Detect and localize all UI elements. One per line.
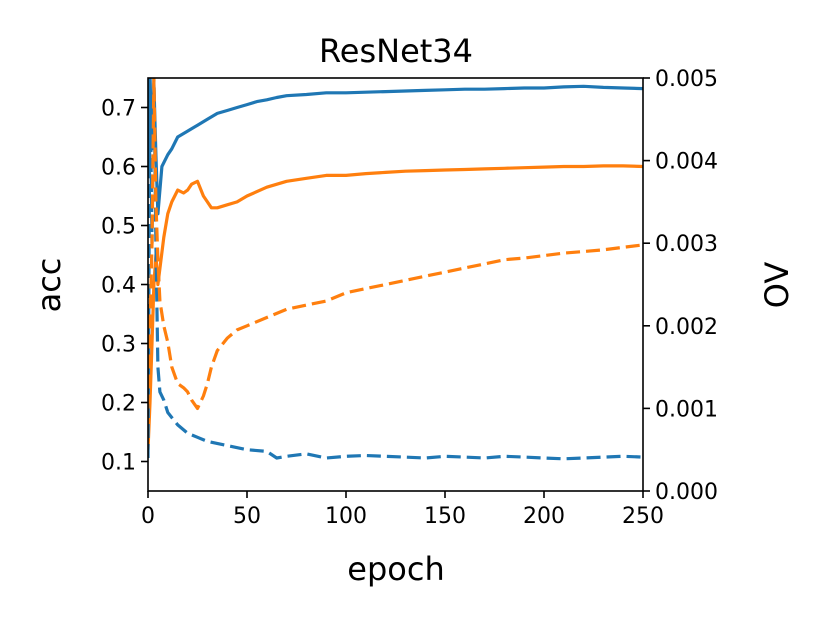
x-axis-label: epoch (347, 550, 444, 588)
series-line-4 (148, 78, 643, 410)
x-tick-label: 100 (325, 504, 367, 529)
series-line-1 (148, 78, 643, 216)
y-left-tick-label: 0.7 (101, 97, 136, 122)
series-layer (148, 78, 643, 461)
y-right-tick-label: 0.003 (655, 232, 718, 257)
y-axis-label-left: acc (30, 258, 68, 313)
y-left-tick-label: 0.4 (101, 274, 136, 299)
y-axis-label-right: OV (758, 262, 796, 309)
y-left-tick-label: 0.5 (101, 215, 136, 240)
y-left-tick-label: 0.3 (101, 333, 136, 358)
y-right-tick-label: 0.005 (655, 67, 718, 92)
y-left-tick-label: 0.6 (101, 156, 136, 181)
plot-frame (147, 77, 644, 492)
series-line-3 (148, 78, 643, 461)
y-ticks-right: 0.000 0.001 0.002 0.003 0.004 0.005 (643, 67, 718, 505)
x-ticks: 0 50 100 150 200 250 (141, 491, 664, 529)
y-right-tick-label: 0.000 (655, 480, 718, 505)
y-right-tick-label: 0.002 (655, 315, 718, 340)
x-tick-label: 0 (141, 504, 155, 529)
x-tick-label: 150 (424, 504, 466, 529)
x-tick-label: 200 (523, 504, 565, 529)
y-right-tick-label: 0.001 (655, 397, 718, 422)
chart-title: ResNet34 (319, 32, 473, 70)
y-right-tick-label: 0.004 (655, 150, 718, 175)
x-tick-label: 250 (622, 504, 664, 529)
y-left-tick-label: 0.1 (101, 451, 136, 476)
y-ticks-left: 0.1 0.2 0.3 0.4 0.5 0.6 0.7 (101, 97, 148, 476)
series-line-2 (148, 164, 643, 450)
x-tick-label: 50 (233, 504, 261, 529)
y-left-tick-label: 0.2 (101, 392, 136, 417)
